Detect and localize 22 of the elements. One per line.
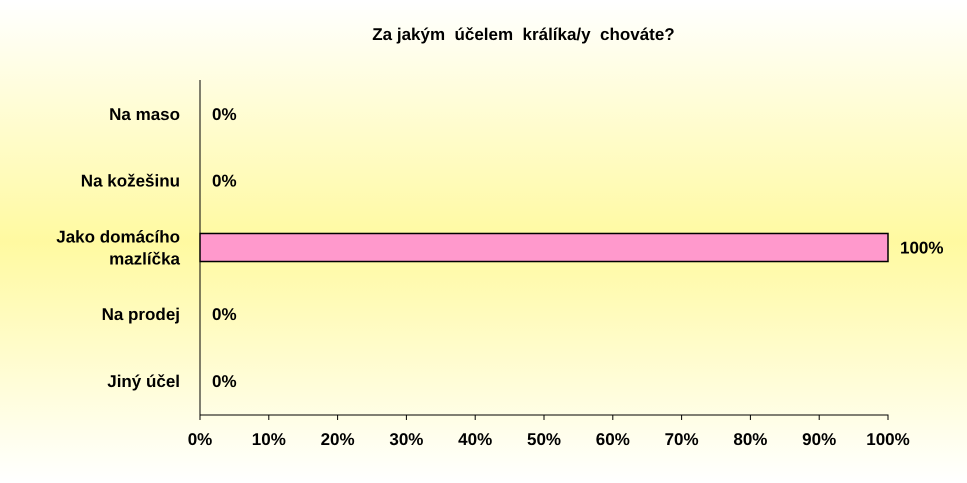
data-label: 100% xyxy=(900,238,944,258)
x-tick-label: 20% xyxy=(320,430,355,450)
x-tick-label: 80% xyxy=(733,430,768,450)
y-tick-label: Jako domácího mazlíčka xyxy=(56,227,181,268)
x-tick-label: 50% xyxy=(526,430,562,450)
x-tick-label: 100% xyxy=(866,430,910,450)
data-label: 0% xyxy=(212,172,237,191)
data-label: 0% xyxy=(212,372,237,391)
data-label: 0% xyxy=(212,104,237,124)
x-tick-label: 40% xyxy=(458,430,492,450)
x-tick-label: 10% xyxy=(252,430,286,450)
y-tick-label: Jiný účel xyxy=(107,372,180,391)
y-tick-label: Na kožešinu xyxy=(80,172,180,191)
x-tick-label: 60% xyxy=(596,430,630,450)
x-tick-label: 90% xyxy=(802,430,836,450)
chart-title: Za jakým účelem králíka/y chováte? xyxy=(372,25,675,44)
x-tick-label: 30% xyxy=(389,430,424,450)
x-tick-label: 0% xyxy=(188,430,212,450)
x-tick-label: 70% xyxy=(664,430,699,450)
y-tick-label: Na prodej xyxy=(102,305,180,324)
y-tick-label: Na maso xyxy=(109,104,180,124)
data-label: 0% xyxy=(212,305,237,324)
